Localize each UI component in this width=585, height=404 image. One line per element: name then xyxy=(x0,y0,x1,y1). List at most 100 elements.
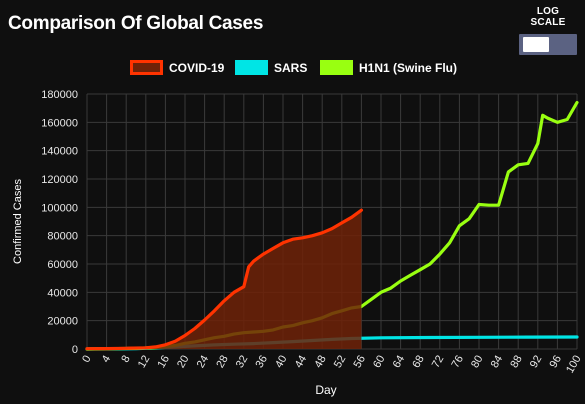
covid-19-point xyxy=(125,348,127,350)
covid-19-point xyxy=(263,253,265,255)
covid-19-point xyxy=(194,328,196,330)
x-tick-label: 100 xyxy=(564,354,584,376)
h1n1-swine-flu-point xyxy=(468,218,470,220)
sars-point xyxy=(429,337,431,339)
h1n1-swine-flu-point xyxy=(370,299,372,301)
x-tick-label: 64 xyxy=(391,354,408,371)
x-tick-label: 8 xyxy=(119,354,132,365)
y-tick-label: 140000 xyxy=(41,146,78,158)
covid-19-point xyxy=(361,209,363,211)
x-tick-label: 28 xyxy=(214,354,231,371)
x-tick-label: 44 xyxy=(293,354,310,371)
covid-19-point xyxy=(214,310,216,312)
covid-19-point xyxy=(258,257,260,259)
covid-19-point xyxy=(272,248,274,250)
h1n1-swine-flu-point xyxy=(390,287,392,289)
toggle-knob[interactable] xyxy=(523,37,549,52)
h1n1-swine-flu-point xyxy=(449,242,451,244)
covid-19-point xyxy=(223,300,225,302)
covid-19-point xyxy=(351,217,353,219)
x-tick-label: 36 xyxy=(253,354,270,371)
legend-label: SARS xyxy=(274,61,307,75)
x-tick-label: 16 xyxy=(155,354,172,371)
y-tick-label: 120000 xyxy=(41,174,78,186)
h1n1-swine-flu-point xyxy=(419,269,421,271)
x-tick-label: 84 xyxy=(489,354,506,371)
y-axis-label: Confirmed Cases xyxy=(12,179,24,264)
log-scale-control: LOG SCALE xyxy=(518,6,578,55)
h1n1-swine-flu-point xyxy=(547,117,549,119)
covid-19-point xyxy=(312,235,314,237)
covid-19-point xyxy=(341,222,343,224)
x-tick-label: 52 xyxy=(332,354,349,371)
covid-19-point xyxy=(248,266,250,268)
x-tick-label: 32 xyxy=(234,354,251,371)
h1n1-swine-flu-point xyxy=(498,204,500,206)
x-tick-label: 40 xyxy=(273,354,290,371)
x-tick-label: 80 xyxy=(469,354,486,371)
covid-19-area xyxy=(87,210,362,349)
h1n1-swine-flu-point xyxy=(576,102,578,104)
covid-19-line xyxy=(85,208,363,351)
log-scale-toggle[interactable] xyxy=(519,34,577,55)
h1n1-swine-flu-point xyxy=(380,292,382,294)
x-tick-label: 0 xyxy=(80,354,93,365)
x-tick-label: 48 xyxy=(312,354,329,371)
h1n1-swine-flu-point xyxy=(517,164,519,166)
h1n1-swine-flu-point xyxy=(557,122,559,124)
covid-19-point xyxy=(145,347,147,349)
legend-swatch-covid xyxy=(130,60,163,75)
h1n1-swine-flu-point xyxy=(410,275,412,277)
covid-19-point xyxy=(321,232,323,234)
covid-19-point xyxy=(302,237,304,239)
h1n1-swine-flu-point xyxy=(459,225,461,227)
h1n1-swine-flu-point xyxy=(439,253,441,255)
x-tick-label: 88 xyxy=(508,354,525,371)
h1n1-swine-flu-point xyxy=(429,263,431,265)
x-tick-label: 72 xyxy=(430,354,447,371)
y-tick-label: 60000 xyxy=(47,259,78,271)
legend-item[interactable]: SARS xyxy=(235,60,307,75)
y-tick-label: 20000 xyxy=(47,316,78,328)
x-tick-label: 76 xyxy=(449,354,466,371)
y-tick-label: 80000 xyxy=(47,231,78,243)
covid-19-point xyxy=(243,286,245,288)
h1n1-swine-flu-point xyxy=(542,115,544,117)
covid-19-point xyxy=(155,346,157,348)
covid-19-point xyxy=(165,344,167,346)
covid-19-point xyxy=(184,335,186,337)
legend-label: COVID-19 xyxy=(169,61,225,75)
legend-label: H1N1 (Swine Flu) xyxy=(359,61,457,75)
x-tick-label: 96 xyxy=(547,354,564,371)
covid-19-point xyxy=(174,340,176,342)
covid-19-point xyxy=(253,260,255,262)
covid-19-point xyxy=(282,242,284,244)
x-tick-label: 24 xyxy=(195,354,212,371)
y-tick-label: 100000 xyxy=(41,202,78,214)
covid-19-point xyxy=(204,319,206,321)
x-tick-label: 4 xyxy=(100,354,113,365)
x-axis-label: Day xyxy=(315,383,336,397)
x-tick-label: 56 xyxy=(351,354,368,371)
covid-19-point xyxy=(292,238,294,240)
legend-item[interactable]: COVID-19 xyxy=(130,60,225,75)
x-tick-label: 68 xyxy=(410,354,427,371)
sars-point xyxy=(576,336,578,338)
legend-item[interactable]: H1N1 (Swine Flu) xyxy=(320,60,457,75)
covid-19-point xyxy=(233,292,235,294)
covid-19-point xyxy=(331,228,333,230)
covid-19-point xyxy=(106,348,108,350)
x-tick-label: 20 xyxy=(175,354,192,371)
x-tick-label: 60 xyxy=(371,354,388,371)
y-tick-label: 0 xyxy=(72,344,78,356)
log-scale-label: LOG SCALE xyxy=(530,6,566,28)
y-tick-label: 180000 xyxy=(41,89,78,101)
h1n1-swine-flu-point xyxy=(566,119,568,121)
chart-title: Comparison Of Global Cases xyxy=(8,13,264,34)
covid-19-point xyxy=(86,348,88,350)
legend-swatch xyxy=(235,60,268,75)
h1n1-swine-flu-point xyxy=(508,171,510,173)
h1n1-swine-flu-point xyxy=(527,163,529,165)
sars-point xyxy=(380,337,382,339)
